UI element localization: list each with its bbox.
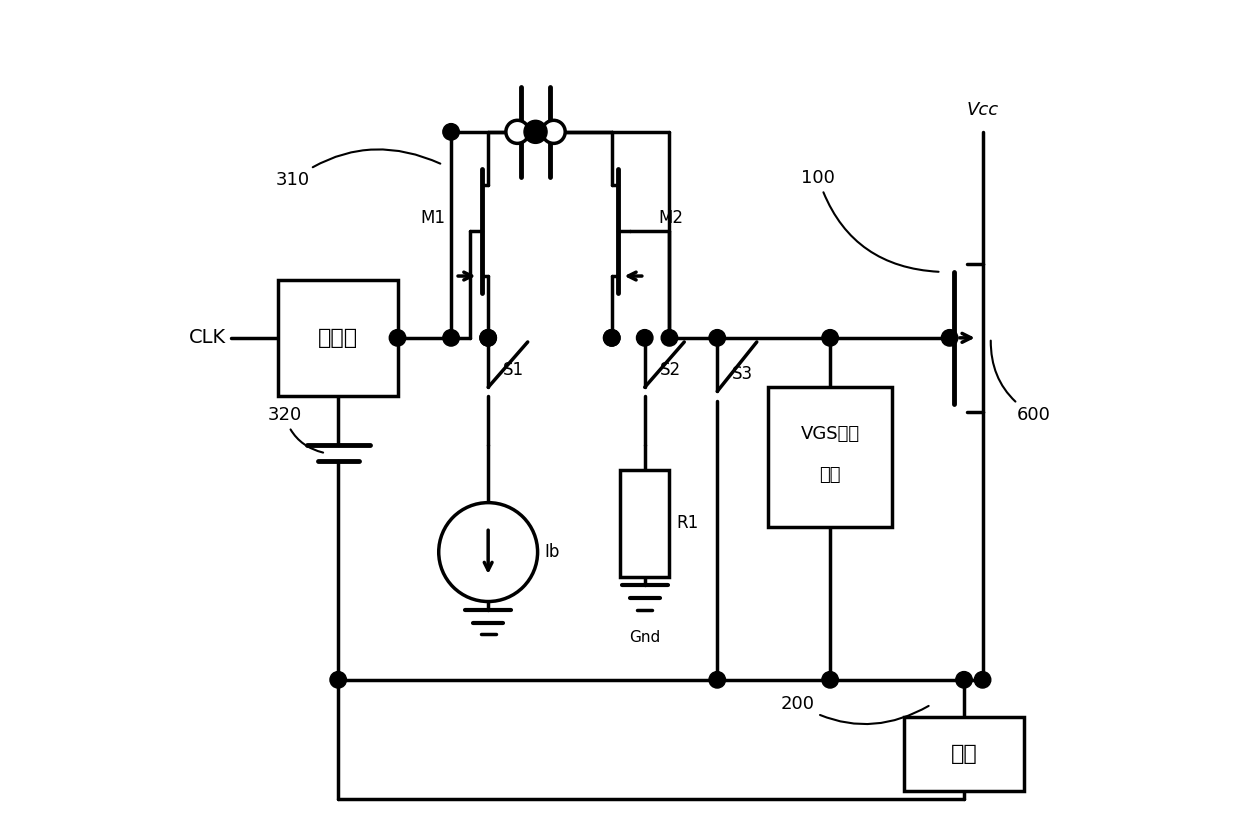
Text: 电荷泵: 电荷泵 bbox=[317, 328, 358, 348]
Circle shape bbox=[636, 330, 653, 346]
Text: 200: 200 bbox=[781, 695, 929, 724]
Circle shape bbox=[604, 330, 620, 346]
Text: S3: S3 bbox=[732, 365, 753, 383]
Text: 600: 600 bbox=[991, 340, 1052, 424]
Bar bbox=[278, 280, 398, 396]
Circle shape bbox=[480, 330, 496, 346]
Circle shape bbox=[330, 672, 346, 688]
Text: 100: 100 bbox=[801, 169, 939, 272]
Text: R1: R1 bbox=[676, 514, 698, 532]
Circle shape bbox=[941, 330, 957, 346]
Circle shape bbox=[709, 672, 725, 688]
Text: 负载: 负载 bbox=[951, 744, 977, 764]
Circle shape bbox=[480, 330, 496, 346]
Circle shape bbox=[542, 120, 565, 143]
Text: 电路: 电路 bbox=[820, 466, 841, 485]
Text: CLK: CLK bbox=[188, 328, 226, 348]
Text: 320: 320 bbox=[268, 406, 324, 452]
Circle shape bbox=[822, 330, 838, 346]
Circle shape bbox=[439, 503, 538, 602]
Circle shape bbox=[661, 330, 678, 346]
Circle shape bbox=[822, 672, 838, 688]
Text: 310: 310 bbox=[275, 149, 440, 190]
Text: M1: M1 bbox=[420, 209, 445, 227]
Circle shape bbox=[604, 330, 620, 346]
Text: VGS保护: VGS保护 bbox=[801, 425, 859, 443]
Text: Vcc: Vcc bbox=[966, 101, 998, 119]
Text: Ib: Ib bbox=[544, 543, 559, 561]
Text: S2: S2 bbox=[660, 361, 681, 379]
Bar bbox=[769, 387, 892, 527]
Circle shape bbox=[525, 120, 547, 143]
Bar bbox=[620, 470, 670, 577]
Circle shape bbox=[956, 672, 972, 688]
Circle shape bbox=[506, 120, 529, 143]
Circle shape bbox=[709, 330, 725, 346]
Bar bbox=[904, 717, 1024, 791]
Circle shape bbox=[975, 672, 991, 688]
Circle shape bbox=[389, 330, 405, 346]
Text: Gnd: Gnd bbox=[629, 630, 661, 644]
Text: S1: S1 bbox=[503, 361, 525, 379]
Circle shape bbox=[443, 124, 459, 140]
Circle shape bbox=[443, 330, 459, 346]
Text: M2: M2 bbox=[658, 209, 683, 227]
